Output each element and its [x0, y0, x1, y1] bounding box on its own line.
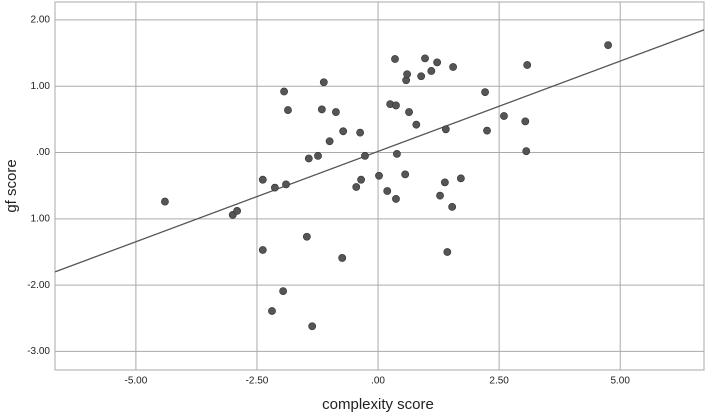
point [325, 137, 334, 146]
point [317, 105, 326, 114]
point [521, 117, 530, 126]
point [449, 63, 458, 71]
point [332, 108, 340, 116]
point [282, 180, 290, 189]
point [352, 183, 361, 191]
y-tick-label: -3.00 [27, 346, 50, 357]
x-tick-label: -5.00 [124, 376, 147, 387]
point [338, 254, 347, 262]
point [440, 178, 449, 187]
point [270, 183, 279, 192]
point [280, 87, 288, 96]
point [258, 175, 267, 184]
point [443, 248, 452, 256]
point [483, 126, 491, 135]
point [308, 322, 317, 331]
y-tick-label: 2.00 [31, 15, 51, 26]
point [427, 67, 436, 75]
point [436, 191, 444, 200]
x-axis-title: complexity score [322, 396, 434, 413]
point [401, 170, 410, 179]
point [604, 41, 613, 49]
point [441, 125, 450, 134]
point [357, 175, 365, 184]
point [304, 154, 313, 163]
point [268, 307, 276, 315]
point [279, 287, 288, 295]
point [339, 127, 348, 136]
point [500, 112, 508, 120]
point [393, 149, 401, 158]
y-tick-label: 1.00 [31, 213, 51, 224]
point [448, 202, 457, 211]
point [403, 70, 412, 79]
point [405, 108, 413, 116]
point [523, 61, 532, 69]
point [392, 195, 400, 203]
y-tick-label: -2.00 [27, 280, 50, 291]
point [417, 72, 426, 81]
point [375, 171, 383, 180]
point [433, 58, 442, 67]
y-tick-label: .00 [36, 147, 50, 158]
point [522, 147, 531, 156]
point [233, 206, 242, 215]
point [456, 174, 465, 183]
point [421, 54, 429, 63]
x-tick-label: -2.50 [246, 376, 269, 387]
point [383, 187, 392, 195]
point [392, 101, 400, 110]
point [356, 128, 365, 137]
point [258, 246, 267, 254]
point [284, 106, 292, 114]
x-tick-label: .00 [371, 376, 385, 387]
point [161, 197, 169, 206]
point [319, 78, 328, 87]
x-tick-label: 5.00 [610, 376, 630, 387]
plot-area [54, 1, 705, 371]
trend-line [54, 29, 705, 273]
point [314, 151, 322, 160]
point [391, 55, 399, 63]
point [412, 120, 421, 129]
point [302, 232, 311, 241]
point [481, 88, 489, 97]
y-axis-title: gf score [3, 159, 20, 212]
x-tick-label: 2.50 [489, 376, 509, 387]
y-tick-label: 1.00 [31, 81, 51, 92]
point [361, 151, 369, 160]
